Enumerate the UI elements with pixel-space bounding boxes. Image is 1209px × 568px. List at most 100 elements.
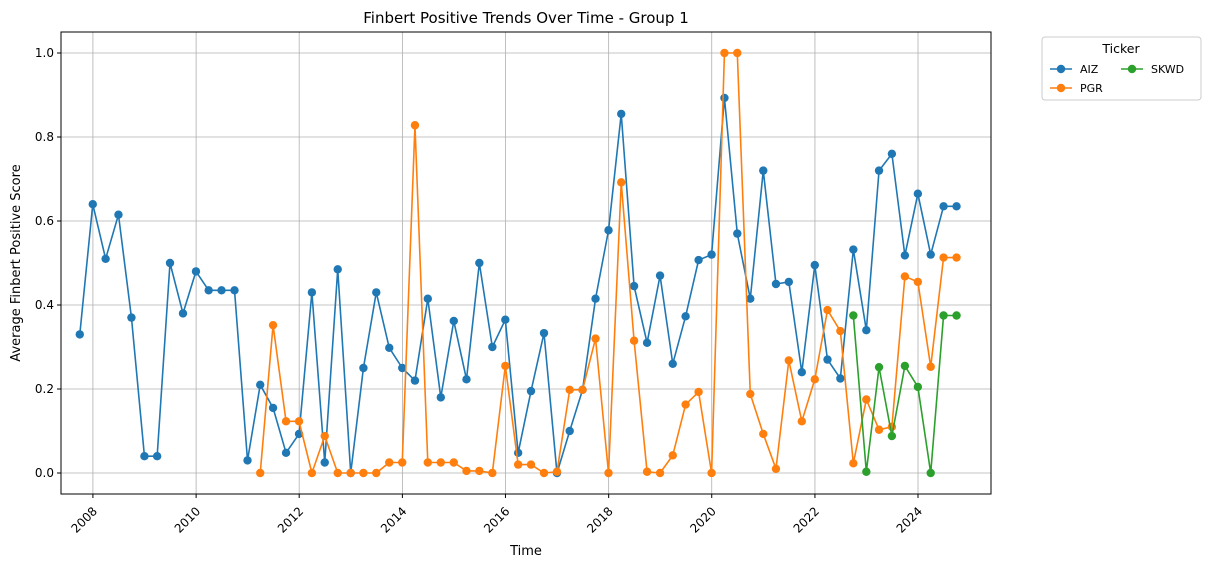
y-tick-label: 0.4 xyxy=(35,298,54,312)
series-layer xyxy=(75,48,961,478)
data-point-aiz xyxy=(513,448,523,458)
data-point-pgr xyxy=(617,178,626,187)
data-point-pgr xyxy=(436,458,445,467)
data-point-pgr xyxy=(668,451,677,460)
data-point-aiz xyxy=(629,281,639,291)
data-point-pgr xyxy=(694,387,703,397)
data-point-pgr xyxy=(629,336,639,345)
data-point-aiz xyxy=(926,250,935,259)
data-point-aiz xyxy=(410,376,420,385)
data-point-skwd xyxy=(900,361,910,371)
data-point-aiz xyxy=(488,342,497,352)
data-point-aiz xyxy=(746,294,755,303)
data-point-pgr xyxy=(552,467,562,476)
legend-marker xyxy=(1127,64,1137,74)
data-point-pgr xyxy=(733,48,742,58)
data-point-pgr xyxy=(900,272,910,281)
data-point-aiz xyxy=(217,286,226,295)
data-point-pgr xyxy=(423,458,432,467)
data-point-aiz xyxy=(617,109,626,119)
series-aiz xyxy=(75,93,961,478)
legend-item-pgr: PGR xyxy=(1050,82,1103,95)
data-point-aiz xyxy=(733,229,742,238)
data-point-pgr xyxy=(707,468,716,478)
data-point-pgr xyxy=(642,467,652,476)
data-point-pgr xyxy=(333,468,342,478)
data-point-aiz xyxy=(140,452,149,461)
data-point-aiz xyxy=(694,255,703,265)
data-point-aiz xyxy=(320,458,329,467)
data-point-aiz xyxy=(759,166,768,175)
data-point-aiz xyxy=(501,315,510,324)
data-point-pgr xyxy=(449,458,458,467)
data-point-aiz xyxy=(359,363,368,373)
data-point-aiz xyxy=(539,328,549,338)
data-point-pgr xyxy=(862,395,871,404)
data-point-aiz xyxy=(668,359,677,368)
legend-label: PGR xyxy=(1080,82,1103,95)
data-point-pgr xyxy=(926,362,935,371)
legend-marker xyxy=(1056,64,1066,74)
data-point-aiz xyxy=(707,250,716,259)
data-point-aiz xyxy=(281,448,291,458)
legend-items: AIZ PGR SKWD xyxy=(1050,63,1184,95)
data-point-pgr xyxy=(823,305,832,315)
data-point-aiz xyxy=(75,330,84,339)
data-point-pgr xyxy=(939,253,948,262)
series-skwd xyxy=(849,311,961,478)
data-point-aiz xyxy=(720,93,729,103)
data-point-pgr xyxy=(513,460,523,469)
data-point-pgr xyxy=(591,334,600,343)
plot-frame xyxy=(60,31,992,495)
data-point-pgr xyxy=(526,460,536,469)
data-point-pgr xyxy=(746,389,755,399)
data-point-aiz xyxy=(178,309,188,318)
data-point-skwd xyxy=(874,362,884,372)
data-point-pgr xyxy=(604,468,613,478)
data-point-aiz xyxy=(449,316,458,326)
data-point-aiz xyxy=(784,277,794,287)
data-point-pgr xyxy=(488,468,497,478)
legend-item-aiz: AIZ xyxy=(1050,63,1099,76)
data-point-aiz xyxy=(913,189,923,198)
data-point-pgr xyxy=(359,468,368,478)
y-tick-label: 0.0 xyxy=(35,466,54,480)
data-point-pgr xyxy=(681,400,690,409)
data-point-aiz xyxy=(268,403,278,413)
data-point-pgr xyxy=(578,385,587,395)
data-point-pgr xyxy=(307,468,317,478)
legend-label: SKWD xyxy=(1151,63,1184,76)
data-point-pgr xyxy=(501,361,510,371)
legend-marker xyxy=(1056,83,1066,93)
data-point-pgr xyxy=(320,431,329,441)
legend: Ticker AIZ PGR SKWD xyxy=(1041,36,1202,101)
data-point-aiz xyxy=(810,260,819,270)
y-tick-label: 0.8 xyxy=(35,130,54,144)
data-point-pgr xyxy=(565,385,574,395)
data-point-aiz xyxy=(823,355,832,364)
data-point-pgr xyxy=(771,464,781,473)
data-point-aiz xyxy=(642,338,652,347)
legend-label: AIZ xyxy=(1080,63,1099,76)
data-point-aiz xyxy=(952,202,961,211)
data-point-aiz xyxy=(204,286,213,295)
data-point-aiz xyxy=(165,258,175,268)
data-point-pgr xyxy=(952,253,961,262)
chart-title: Finbert Positive Trends Over Time - Grou… xyxy=(363,9,689,27)
data-point-pgr xyxy=(256,468,265,478)
data-point-pgr xyxy=(759,429,768,439)
data-point-skwd xyxy=(887,431,897,441)
data-point-pgr xyxy=(268,320,278,330)
data-point-pgr xyxy=(398,458,407,467)
data-point-pgr xyxy=(874,425,884,434)
data-point-pgr xyxy=(836,326,845,336)
data-point-skwd xyxy=(913,382,923,392)
data-point-aiz xyxy=(152,452,162,461)
data-point-aiz xyxy=(771,279,781,289)
data-point-aiz xyxy=(475,258,484,268)
data-point-pgr xyxy=(913,277,923,287)
data-point-pgr xyxy=(797,417,807,426)
data-point-aiz xyxy=(101,254,110,263)
